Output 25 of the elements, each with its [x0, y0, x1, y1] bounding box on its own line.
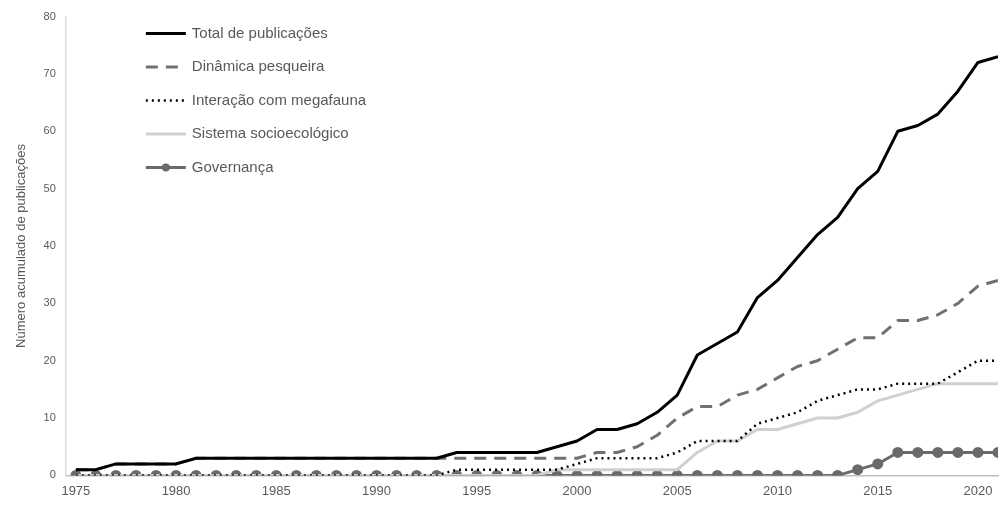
x-tick-label: 1975 [61, 482, 91, 498]
y-tick-label: 60 [43, 124, 56, 137]
y-tick-label: 20 [43, 353, 56, 366]
x-tick-label: 1980 [161, 482, 191, 498]
y-tick-label: 50 [43, 181, 56, 194]
x-tick-label: 2020 [963, 482, 993, 498]
y-tick-label: 80 [43, 9, 56, 22]
legend-label: Total de publicações [191, 23, 328, 41]
y-tick-label: 70 [43, 66, 56, 79]
x-tick-label: 1990 [362, 482, 392, 498]
x-tick-label: 2005 [662, 482, 692, 498]
legend-label: Governança [191, 157, 275, 175]
y-tick-label: 10 [43, 411, 56, 424]
x-tick-label: 2015 [863, 482, 893, 498]
x-tick-label: 1995 [462, 482, 492, 498]
y-tick-label: 30 [43, 296, 56, 309]
legend-label: Dinâmica pesqueira [191, 57, 326, 75]
y-tick-label: 0 [49, 468, 56, 481]
x-tick-label: 1985 [261, 482, 291, 498]
y-axis-title: Número acumulado de publicações [13, 143, 29, 348]
x-tick-label: 2000 [562, 482, 592, 498]
x-tick-label: 2010 [763, 482, 792, 498]
y-tick-label: 40 [43, 239, 56, 252]
legend-label: Sistema socioecológico [191, 124, 349, 142]
legend-label: Interação com megafauna [191, 90, 367, 108]
